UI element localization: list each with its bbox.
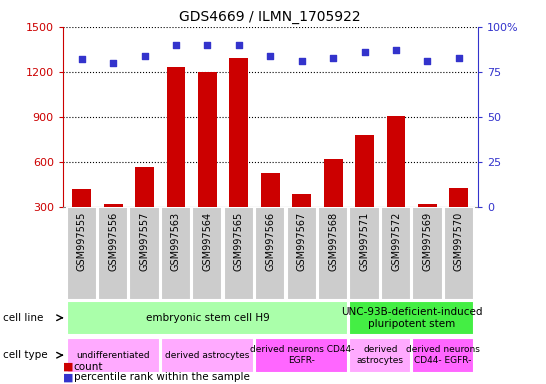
Bar — [349, 207, 379, 300]
Text: GSM997572: GSM997572 — [391, 212, 401, 271]
Bar — [318, 207, 348, 300]
Text: embryonic stem cell H9: embryonic stem cell H9 — [146, 313, 269, 323]
Bar — [349, 338, 411, 373]
Bar — [72, 189, 91, 253]
Bar — [67, 338, 159, 373]
Point — [140, 53, 149, 59]
Text: derived neurons
CD44- EGFR-: derived neurons CD44- EGFR- — [406, 346, 480, 365]
Bar — [381, 207, 411, 300]
Text: ■: ■ — [63, 362, 73, 372]
Bar — [255, 338, 348, 373]
Text: ■: ■ — [63, 372, 73, 382]
Text: derived
astrocytes: derived astrocytes — [357, 346, 404, 365]
Bar — [161, 338, 254, 373]
Bar — [104, 204, 122, 253]
Text: derived neurons CD44-
EGFR-: derived neurons CD44- EGFR- — [250, 346, 354, 365]
Text: derived astrocytes: derived astrocytes — [165, 351, 250, 360]
Point — [298, 58, 306, 64]
Text: GSM997567: GSM997567 — [296, 212, 307, 271]
Bar — [287, 207, 317, 300]
Point — [423, 58, 432, 64]
Text: GSM997556: GSM997556 — [108, 212, 118, 271]
Text: cell line: cell line — [3, 313, 43, 323]
Text: GSM997565: GSM997565 — [234, 212, 244, 271]
Text: GSM997570: GSM997570 — [454, 212, 464, 271]
Text: cell type: cell type — [3, 350, 48, 360]
Bar — [255, 207, 286, 300]
Point — [234, 42, 243, 48]
Text: undifferentiated: undifferentiated — [76, 351, 150, 360]
Point — [329, 55, 337, 61]
Bar — [355, 135, 374, 253]
Text: count: count — [74, 362, 103, 372]
Bar — [292, 194, 311, 253]
Bar — [198, 72, 217, 253]
Text: GSM997569: GSM997569 — [423, 212, 432, 271]
Text: percentile rank within the sample: percentile rank within the sample — [74, 372, 250, 382]
Bar — [418, 204, 437, 253]
Bar — [67, 207, 97, 300]
Bar — [161, 207, 191, 300]
Text: GSM997563: GSM997563 — [171, 212, 181, 271]
Text: GSM997571: GSM997571 — [360, 212, 370, 271]
Bar — [129, 207, 159, 300]
Text: GSM997564: GSM997564 — [203, 212, 212, 271]
Bar — [135, 167, 154, 253]
Bar — [192, 207, 222, 300]
Text: GSM997568: GSM997568 — [328, 212, 338, 271]
Bar — [387, 116, 406, 253]
Text: GSM997566: GSM997566 — [265, 212, 275, 271]
Bar — [449, 188, 468, 253]
Bar — [261, 173, 280, 253]
Point — [454, 55, 463, 61]
Bar — [412, 207, 443, 300]
Point — [266, 53, 275, 59]
Bar — [167, 68, 186, 253]
Point — [391, 47, 400, 53]
Bar — [224, 207, 254, 300]
Point — [78, 56, 86, 63]
Bar — [444, 207, 474, 300]
Text: GSM997557: GSM997557 — [140, 212, 150, 271]
Bar — [412, 338, 474, 373]
Bar — [324, 159, 342, 253]
Point — [203, 42, 212, 48]
Bar — [349, 301, 474, 334]
Point — [171, 42, 180, 48]
Bar — [67, 301, 348, 334]
Text: UNC-93B-deficient-induced
pluripotent stem: UNC-93B-deficient-induced pluripotent st… — [341, 307, 483, 329]
Title: GDS4669 / ILMN_1705922: GDS4669 / ILMN_1705922 — [180, 10, 361, 25]
Point — [109, 60, 117, 66]
Bar — [229, 58, 248, 253]
Bar — [98, 207, 128, 300]
Text: GSM997555: GSM997555 — [76, 212, 87, 271]
Point — [360, 49, 369, 55]
